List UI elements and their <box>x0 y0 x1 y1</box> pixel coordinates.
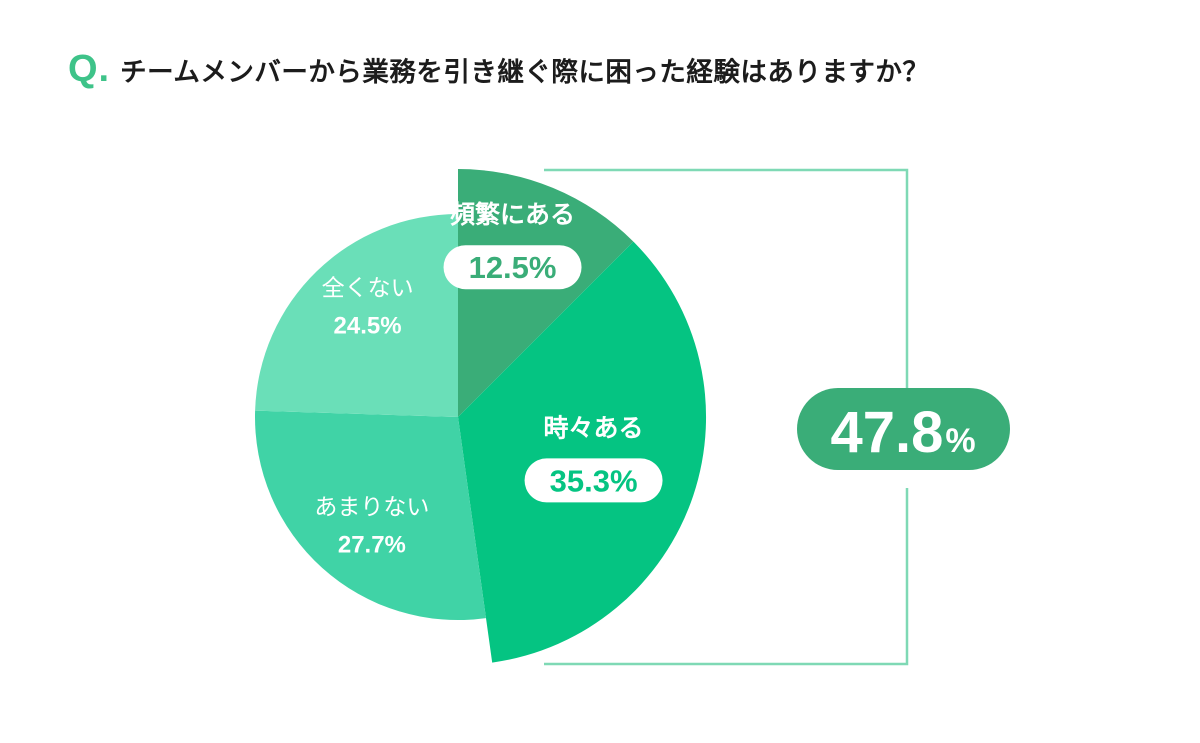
pie-slice-rarely <box>254 410 486 621</box>
label-group-sometimes: 時々ある 35.3% <box>524 413 663 503</box>
category-label-rarely: あまりない <box>314 495 429 521</box>
bracket-line <box>544 168 909 666</box>
category-label-never: 全くない <box>322 276 414 302</box>
total-badge: 47.8% <box>797 388 1010 470</box>
label-group-rarely: あまりない 27.7% <box>314 495 429 559</box>
pie-slice-sometimes <box>458 241 707 663</box>
total-value: 47.8% <box>830 400 975 465</box>
percent-label-never: 24.5% <box>334 313 402 340</box>
percent-label-rarely: 27.7% <box>338 532 406 559</box>
label-group-frequent: 頻繁にある 12.5% <box>443 200 582 290</box>
label-group-never: 全くない 24.5% <box>322 276 414 340</box>
category-label-sometimes: 時々ある <box>544 413 644 442</box>
pie-slice-frequent <box>458 168 634 417</box>
total-number: 47.8 <box>830 400 943 465</box>
pie-slice-never <box>255 214 458 417</box>
percent-label-sometimes: 35.3% <box>550 463 638 498</box>
pie-slices <box>254 168 707 663</box>
category-label-frequent: 頻繁にある <box>450 200 575 229</box>
pie-labels: 頻繁にある 12.5% 時々ある 35.3% あまりない 27.7% 全くない 24.5% <box>314 200 663 559</box>
percent-pill-frequent <box>443 245 582 290</box>
total-pill <box>797 388 1010 470</box>
percent-label-frequent: 12.5% <box>469 250 557 285</box>
question-title: Q. チームメンバーから業務を引き継ぐ際に困った経験はありますか？ <box>68 44 929 94</box>
question-text: チームメンバーから業務を引き継ぐ際に困った経験はありますか？ <box>120 56 930 88</box>
q-mark: Q. <box>68 47 111 90</box>
total-unit: % <box>945 422 975 460</box>
percent-pill-sometimes <box>524 458 663 503</box>
